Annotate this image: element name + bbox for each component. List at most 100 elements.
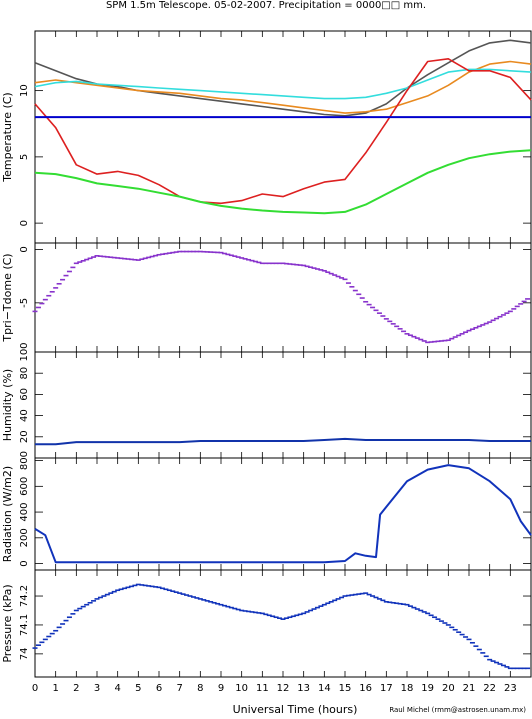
data-point [483, 322, 489, 325]
data-point [256, 261, 262, 264]
data-point [66, 616, 72, 619]
data-point [414, 608, 420, 610]
data-point [53, 629, 59, 632]
series-line [34, 149, 532, 215]
data-point [246, 610, 252, 613]
data-point [232, 607, 238, 610]
data-point [518, 303, 524, 305]
x-tick-label: 1 [52, 683, 58, 694]
data-point [325, 602, 331, 605]
data-point [46, 294, 52, 297]
data-point [166, 589, 172, 592]
data-point [404, 333, 410, 335]
data-point [297, 264, 303, 266]
data-point [363, 592, 369, 594]
data-point [42, 298, 48, 301]
y-tick-label: 400 [19, 503, 30, 522]
data-point [304, 265, 310, 268]
data-point [494, 661, 500, 664]
x-tick-label: 17 [380, 683, 393, 694]
data-point [77, 261, 83, 263]
data-point [132, 258, 138, 261]
data-point [476, 648, 482, 651]
data-point [504, 666, 510, 668]
data-point [404, 603, 410, 606]
data-point [201, 250, 207, 253]
data-point [170, 590, 176, 593]
data-point [397, 602, 403, 605]
data-point [187, 250, 193, 253]
data-point [287, 616, 293, 619]
data-point [490, 319, 496, 322]
data-point [425, 341, 431, 344]
data-point [239, 609, 245, 612]
data-point [201, 599, 207, 601]
data-point [242, 258, 248, 260]
data-point [194, 250, 200, 253]
data-point [153, 586, 159, 588]
data-point [39, 641, 45, 644]
data-point [91, 256, 97, 258]
data-point [104, 593, 110, 596]
data-point [91, 600, 97, 602]
data-point [318, 269, 324, 271]
data-point [283, 262, 289, 265]
data-point [301, 264, 307, 267]
data-point [101, 255, 107, 258]
data-point [314, 268, 320, 270]
data-point [246, 258, 252, 261]
x-tick-label: 10 [235, 683, 248, 694]
data-point [521, 300, 527, 303]
data-point [32, 310, 38, 313]
data-point [469, 641, 475, 644]
data-point [204, 251, 210, 253]
data-point [294, 263, 300, 266]
data-point [442, 622, 448, 624]
y-tick-label: 80 [19, 367, 30, 380]
data-point [211, 601, 217, 604]
y-tick-label: 0 [19, 560, 30, 566]
data-point [514, 305, 520, 308]
data-point [190, 596, 196, 598]
y-tick-label: 40 [19, 409, 30, 422]
x-tick-label: 20 [442, 683, 455, 694]
data-point [445, 339, 451, 342]
data-point [97, 596, 103, 599]
data-point [373, 309, 379, 312]
data-point [166, 252, 172, 254]
data-point [163, 588, 169, 591]
data-point [149, 585, 155, 588]
data-point [56, 282, 62, 285]
x-tick-label: 11 [256, 683, 269, 694]
data-point [156, 253, 162, 256]
data-point [497, 315, 503, 318]
data-point [283, 617, 289, 619]
data-point [135, 583, 141, 586]
data-point [411, 335, 417, 338]
y-tick-label: 0 [19, 246, 30, 252]
data-point [518, 667, 524, 670]
data-point [373, 596, 379, 599]
data-point [442, 339, 448, 342]
data-point [142, 584, 148, 587]
y-axis-label: Humidity (%) [1, 369, 14, 441]
data-point [173, 591, 179, 593]
data-point [87, 257, 93, 260]
data-point [197, 250, 203, 253]
y-tick-label: 74.2 [19, 585, 30, 607]
series-line [35, 437, 531, 446]
data-point [252, 611, 258, 614]
data-point [228, 606, 234, 609]
y-tick-label: 800 [19, 451, 30, 470]
y-tick-label: 200 [19, 528, 30, 547]
x-tick-label: 15 [339, 683, 352, 694]
data-point [259, 262, 265, 265]
x-tick-label: 5 [135, 683, 141, 694]
data-point [487, 658, 493, 661]
data-point [490, 660, 496, 662]
data-point [242, 610, 248, 612]
x-tick-label: 3 [94, 683, 100, 694]
data-point [511, 667, 517, 670]
data-point [215, 602, 221, 605]
y-tick-label: 600 [19, 477, 30, 496]
